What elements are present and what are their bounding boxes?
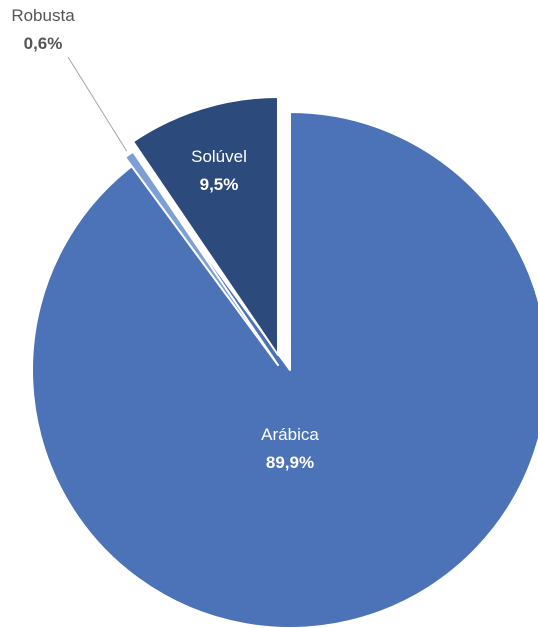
- pie-slice-soluvel: [131, 96, 279, 356]
- slice-label-soluvel: Solúvel: [191, 147, 247, 166]
- slice-percent-robusta: 0,6%: [24, 34, 63, 53]
- pie-slice-robusta: [124, 150, 279, 366]
- leader-line-robusta: [67, 56, 128, 152]
- slice-percent-soluvel: 9,5%: [200, 175, 239, 194]
- pie-slices: [31, 96, 538, 628]
- pie-labels: Arábica 89,9% Robusta 0,6% Solúvel 9,5%: [11, 6, 319, 472]
- slice-label-arabica: Arábica: [261, 425, 319, 444]
- pie-slice-arabica: [31, 111, 538, 628]
- slice-percent-arabica: 89,9%: [266, 453, 314, 472]
- slice-label-robusta: Robusta: [11, 6, 75, 25]
